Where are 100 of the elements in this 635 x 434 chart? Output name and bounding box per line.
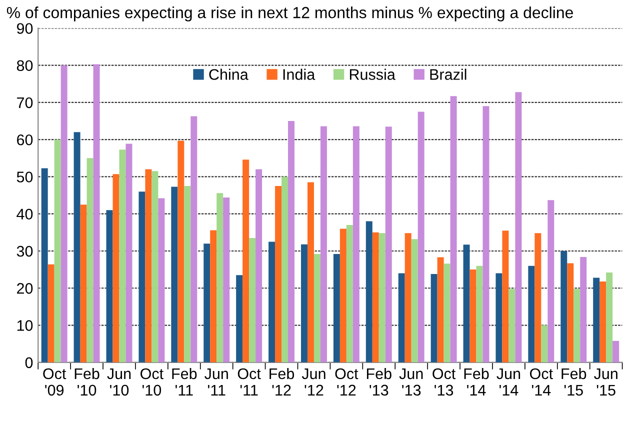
y-tick-label: 10 bbox=[17, 320, 33, 331]
bar bbox=[534, 233, 542, 362]
bar bbox=[528, 266, 535, 362]
bar bbox=[580, 256, 587, 362]
bar bbox=[346, 225, 353, 362]
y-tick-label: 90 bbox=[16, 23, 33, 34]
bar bbox=[288, 121, 294, 362]
x-tick-label: Feb '11 bbox=[172, 368, 197, 396]
y-tick-label: 70 bbox=[17, 97, 33, 108]
bar bbox=[256, 169, 262, 362]
x-tick-label: Jun '14 bbox=[496, 368, 520, 396]
y-tick-label: 30 bbox=[16, 246, 33, 257]
bar bbox=[496, 273, 502, 362]
bar bbox=[54, 140, 61, 362]
bar bbox=[152, 171, 158, 362]
bar bbox=[385, 126, 392, 362]
bar bbox=[60, 65, 68, 362]
x-tick-label: Feb '10 bbox=[74, 368, 100, 396]
bar bbox=[300, 244, 308, 362]
bar bbox=[158, 198, 165, 362]
bar bbox=[190, 116, 198, 362]
bar bbox=[352, 126, 360, 362]
bar bbox=[320, 126, 327, 362]
bar bbox=[444, 264, 450, 362]
bar bbox=[119, 150, 126, 362]
bar bbox=[418, 112, 424, 362]
bar bbox=[366, 221, 372, 362]
bar bbox=[223, 198, 230, 362]
bar bbox=[470, 270, 476, 362]
bar bbox=[236, 275, 243, 362]
bar bbox=[314, 254, 320, 362]
x-tick-label: Oct '10 bbox=[140, 368, 164, 396]
x-tick-label: Oct '13 bbox=[432, 368, 456, 396]
bar bbox=[145, 169, 152, 362]
x-tick-label: Oct '12 bbox=[335, 368, 358, 396]
x-tick-label: Jun '13 bbox=[399, 368, 423, 396]
bar bbox=[502, 230, 509, 362]
bar bbox=[112, 174, 120, 362]
x-tick-label: Oct '14 bbox=[530, 368, 553, 396]
bar bbox=[430, 274, 438, 362]
bar bbox=[606, 272, 613, 362]
y-tick-label: 40 bbox=[16, 208, 33, 220]
bar bbox=[242, 160, 250, 362]
bar bbox=[411, 239, 418, 362]
bar bbox=[80, 204, 87, 362]
bar bbox=[138, 192, 146, 362]
bar bbox=[340, 228, 346, 362]
bar bbox=[93, 64, 100, 362]
bar bbox=[560, 250, 568, 362]
bar bbox=[184, 186, 191, 362]
bar bbox=[567, 263, 574, 362]
x-tick-label: Jun '12 bbox=[302, 368, 326, 396]
bar bbox=[476, 266, 483, 362]
x-tick-label: Oct '09 bbox=[43, 368, 66, 396]
bar bbox=[216, 193, 224, 362]
bar bbox=[372, 232, 379, 362]
bar bbox=[210, 230, 217, 362]
x-tick-label: Jun '15 bbox=[594, 368, 618, 396]
x-tick-label: Feb '12 bbox=[270, 368, 294, 396]
x-tick-label: Feb '15 bbox=[562, 368, 586, 396]
bar bbox=[600, 281, 606, 362]
bar bbox=[178, 140, 184, 362]
bar bbox=[548, 200, 554, 362]
bar bbox=[106, 210, 113, 362]
x-tick-label: Feb '13 bbox=[366, 368, 392, 396]
legend-label: India bbox=[283, 68, 316, 80]
bar bbox=[508, 288, 516, 362]
bar bbox=[204, 244, 210, 362]
y-tick-label: 80 bbox=[16, 60, 33, 72]
bar bbox=[574, 288, 580, 362]
bar bbox=[249, 238, 256, 362]
bar bbox=[307, 182, 314, 362]
bar bbox=[268, 242, 276, 362]
bar bbox=[404, 233, 412, 362]
x-tick-label: Jun '11 bbox=[204, 368, 228, 396]
bar bbox=[171, 186, 178, 362]
bar bbox=[86, 158, 94, 362]
bar bbox=[282, 176, 288, 362]
bar bbox=[593, 278, 600, 362]
bar bbox=[41, 168, 48, 362]
y-tick-label: 20 bbox=[17, 282, 33, 294]
bar bbox=[463, 244, 470, 362]
y-tick-label: 0 bbox=[25, 357, 33, 368]
bar bbox=[48, 264, 54, 362]
bar bbox=[612, 340, 620, 362]
bar bbox=[275, 186, 282, 362]
bar bbox=[482, 106, 490, 362]
y-tick-label: 60 bbox=[17, 134, 33, 146]
bar bbox=[333, 254, 340, 362]
legend-label: Russia bbox=[350, 68, 396, 80]
legend-label: China bbox=[209, 68, 248, 80]
bar bbox=[515, 92, 522, 362]
bar bbox=[126, 144, 132, 362]
x-tick-label: Jun '10 bbox=[107, 368, 131, 396]
x-tick-label: Feb '14 bbox=[464, 368, 489, 396]
legend-label: Brazil bbox=[430, 68, 466, 80]
bar bbox=[450, 96, 457, 362]
bar bbox=[398, 273, 405, 362]
bar bbox=[378, 233, 386, 362]
bar bbox=[437, 257, 444, 362]
